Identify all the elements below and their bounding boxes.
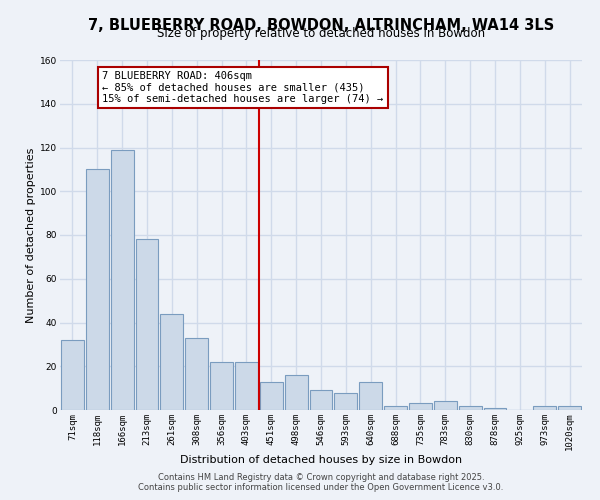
Bar — [409, 404, 432, 410]
Y-axis label: Number of detached properties: Number of detached properties — [26, 148, 36, 322]
Bar — [533, 406, 556, 410]
Bar — [185, 338, 208, 410]
Text: 7 BLUEBERRY ROAD: 406sqm
← 85% of detached houses are smaller (435)
15% of semi-: 7 BLUEBERRY ROAD: 406sqm ← 85% of detach… — [102, 71, 383, 104]
Text: Contains HM Land Registry data © Crown copyright and database right 2025.
Contai: Contains HM Land Registry data © Crown c… — [139, 473, 503, 492]
Bar — [86, 170, 109, 410]
Bar — [235, 362, 258, 410]
Bar — [359, 382, 382, 410]
Bar — [285, 375, 308, 410]
Bar — [210, 362, 233, 410]
Bar — [136, 240, 158, 410]
X-axis label: Distribution of detached houses by size in Bowdon: Distribution of detached houses by size … — [180, 454, 462, 464]
Text: 7, BLUEBERRY ROAD, BOWDON, ALTRINCHAM, WA14 3LS: 7, BLUEBERRY ROAD, BOWDON, ALTRINCHAM, W… — [88, 18, 554, 32]
Bar — [334, 392, 357, 410]
Bar — [484, 408, 506, 410]
Bar — [310, 390, 332, 410]
Bar — [558, 406, 581, 410]
Bar — [61, 340, 84, 410]
Bar — [434, 401, 457, 410]
Bar — [260, 382, 283, 410]
Bar — [459, 406, 482, 410]
Text: Size of property relative to detached houses in Bowdon: Size of property relative to detached ho… — [157, 28, 485, 40]
Bar — [384, 406, 407, 410]
Bar — [160, 314, 183, 410]
Bar — [111, 150, 134, 410]
